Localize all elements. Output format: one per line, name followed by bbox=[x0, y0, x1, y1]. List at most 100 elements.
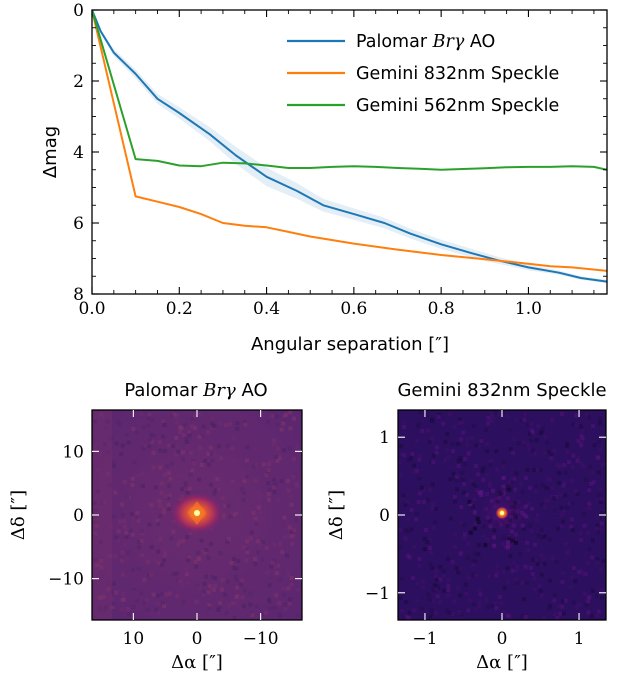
gemini-noise-pixel bbox=[512, 560, 517, 565]
palomar-noise-pixel bbox=[156, 521, 160, 526]
gemini-noise-pixel bbox=[472, 602, 477, 607]
palomar-noise-pixel bbox=[186, 444, 191, 449]
palomar-noise-pixel bbox=[111, 581, 116, 586]
gemini-noise-pixel bbox=[475, 472, 480, 477]
gemini-noise-pixel bbox=[530, 428, 534, 433]
palomar-noise-pixel bbox=[212, 453, 217, 458]
palomar-noise-pixel bbox=[272, 485, 277, 490]
gemini-noise-pixel bbox=[488, 462, 493, 467]
palomar-noise-pixel bbox=[289, 582, 294, 587]
gemini-noise-pixel bbox=[599, 587, 604, 592]
palomar-noise-pixel bbox=[280, 550, 285, 555]
gemini-noise-pixel bbox=[405, 516, 410, 521]
palomar-noise-pixel bbox=[139, 591, 144, 596]
palomar-noise-pixel bbox=[230, 446, 235, 451]
gemini-noise-pixel bbox=[519, 481, 524, 486]
palomar-noise-pixel bbox=[121, 592, 126, 596]
palomar-noise-pixel bbox=[220, 578, 225, 583]
gemini-noise-pixel bbox=[528, 486, 533, 491]
palomar-noise-pixel bbox=[248, 536, 253, 541]
gemini-noise-pixel bbox=[525, 581, 529, 586]
palomar-noise-pixel bbox=[124, 527, 129, 532]
gemini-noise-pixel bbox=[509, 477, 514, 482]
palomar-noise-pixel bbox=[124, 557, 129, 562]
palomar-noise-pixel bbox=[292, 528, 297, 533]
palomar-noise-pixel bbox=[93, 419, 97, 424]
gemini-noise-pixel bbox=[427, 440, 432, 445]
palomar-noise-pixel bbox=[182, 423, 187, 427]
gemini-noise-pixel bbox=[546, 449, 551, 454]
gemini-noise-pixel bbox=[563, 493, 568, 498]
palomar-noise-pixel bbox=[188, 472, 193, 477]
gemini-noise-pixel bbox=[566, 460, 571, 464]
gemini-noise-pixel bbox=[425, 429, 430, 434]
gemini-noise-pixel bbox=[406, 615, 411, 620]
gemini-noise-pixel bbox=[433, 519, 438, 524]
palomar-noise-pixel bbox=[260, 612, 264, 617]
gemini-noise-pixel bbox=[402, 424, 406, 429]
palomar-noise-pixel bbox=[164, 494, 169, 499]
gemini-noise-pixel bbox=[510, 480, 515, 485]
gemini-noise-pixel bbox=[576, 439, 581, 444]
palomar-noise-pixel bbox=[95, 489, 100, 494]
palomar-noise-pixel bbox=[278, 577, 283, 582]
gemini-noise-pixel bbox=[431, 502, 435, 507]
gemini-speckle-pixel bbox=[483, 543, 488, 548]
gemini-noise-pixel bbox=[465, 442, 470, 447]
gemini-noise-pixel bbox=[486, 605, 490, 609]
gemini-noise-pixel bbox=[481, 466, 486, 471]
palomar-noise-pixel bbox=[198, 446, 203, 450]
palomar-noise-pixel bbox=[216, 487, 221, 492]
palomar-noise-pixel bbox=[145, 607, 150, 612]
gemini-noise-pixel bbox=[481, 477, 486, 482]
palomar-noise-pixel bbox=[157, 499, 162, 504]
gemini-noise-pixel bbox=[398, 461, 403, 465]
palomar-noise-pixel bbox=[288, 410, 293, 415]
gemini-noise-pixel bbox=[575, 459, 580, 464]
palomar-noise-pixel bbox=[234, 601, 239, 606]
palomar-noise-pixel bbox=[113, 590, 118, 595]
gemini-noise-pixel bbox=[474, 484, 478, 489]
gemini-noise-pixel bbox=[580, 428, 585, 433]
palomar-noise-pixel bbox=[124, 432, 129, 437]
gemini-noise-pixel bbox=[579, 537, 584, 542]
palomar-noise-pixel bbox=[156, 610, 161, 615]
palomar-noise-pixel bbox=[264, 546, 269, 551]
palomar-noise-pixel bbox=[131, 605, 136, 610]
gemini-noise-pixel bbox=[560, 512, 564, 517]
palomar-x-axis-label: Δα [″] bbox=[171, 652, 223, 673]
gemini-noise-pixel bbox=[533, 489, 538, 494]
palomar-noise-pixel bbox=[231, 565, 236, 570]
palomar-noise-pixel bbox=[155, 601, 160, 606]
gemini-noise-pixel bbox=[562, 480, 567, 485]
gemini-noise-pixel bbox=[414, 598, 419, 603]
palomar-noise-pixel bbox=[261, 462, 266, 467]
gemini-noise-pixel bbox=[399, 472, 404, 477]
gemini-noise-pixel bbox=[579, 433, 584, 438]
gemini-noise-pixel bbox=[428, 614, 433, 619]
gemini-noise-pixel bbox=[576, 456, 581, 461]
palomar-noise-pixel bbox=[162, 554, 167, 558]
palomar-noise-pixel bbox=[232, 615, 237, 620]
gemini-noise-pixel bbox=[581, 572, 586, 576]
palomar-noise-pixel bbox=[184, 440, 189, 444]
gemini-noise-pixel bbox=[494, 449, 499, 454]
gemini-noise-pixel bbox=[398, 528, 403, 532]
legend: Palomar Brγ AO Gemini 832nm Speckle Gemi… bbox=[287, 32, 559, 116]
gemini-noise-pixel bbox=[424, 413, 429, 418]
gemini-noise-pixel bbox=[565, 443, 569, 448]
palomar-noise-pixel bbox=[234, 577, 239, 582]
palomar-noise-pixel bbox=[181, 599, 186, 604]
palomar-noise-pixel bbox=[147, 522, 152, 527]
palomar-noise-pixel bbox=[92, 438, 97, 443]
palomar-noise-pixel bbox=[295, 587, 300, 592]
gemini-noise-pixel bbox=[541, 427, 545, 432]
gemini-noise-pixel bbox=[471, 482, 476, 487]
palomar-noise-pixel bbox=[257, 510, 262, 515]
gemini-noise-pixel bbox=[455, 487, 459, 492]
palomar-noise-pixel bbox=[281, 421, 286, 426]
gemini-y-axis-label: Δδ [″] bbox=[326, 490, 347, 540]
palomar-noise-pixel bbox=[176, 443, 181, 448]
palomar-noise-pixel bbox=[248, 602, 253, 607]
palomar-noise-pixel bbox=[167, 471, 171, 476]
